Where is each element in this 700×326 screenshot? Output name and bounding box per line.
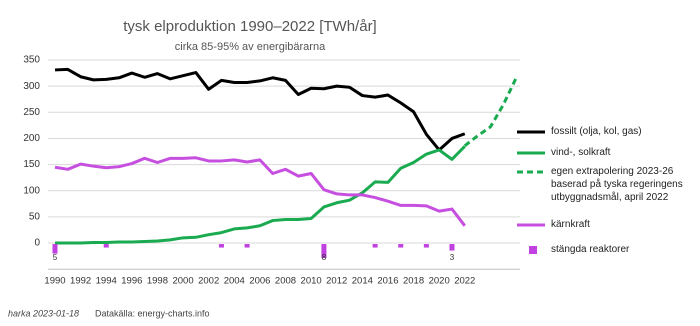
x-tick-label: 2006 xyxy=(249,276,270,287)
x-tick-label: 2018 xyxy=(403,276,424,287)
x-tick-label: 2022 xyxy=(454,276,475,287)
y-tick-label: 250 xyxy=(23,107,40,118)
y-tick-label: 0 xyxy=(34,238,40,249)
x-tick-label: 1996 xyxy=(121,276,142,287)
x-tick-label: 1992 xyxy=(70,276,91,287)
reactor-label: 5 xyxy=(53,253,58,262)
reactor-bar xyxy=(244,244,250,248)
y-tick-label: 100 xyxy=(23,185,40,196)
y-tick-label: 300 xyxy=(23,81,40,92)
series-line xyxy=(54,67,466,152)
reactor-label: 3 xyxy=(450,253,455,262)
chart-title: tysk elproduktion 1990–2022 [TWh/år] xyxy=(123,18,376,35)
reactor-bar xyxy=(398,244,404,248)
legend-label: egen extrapolering 2023-26 baserad på ty… xyxy=(551,166,683,203)
reactor-bar xyxy=(218,244,224,248)
x-tick-label: 1990 xyxy=(44,276,65,287)
x-tick-label: 2012 xyxy=(326,276,347,287)
reactor-bar xyxy=(103,244,109,248)
legend-swatch xyxy=(529,246,537,254)
x-tick-label: 2004 xyxy=(224,276,245,287)
x-tick-label: 2014 xyxy=(352,276,373,287)
series-line xyxy=(55,145,466,245)
x-tick-label: 2000 xyxy=(172,276,193,287)
y-tick-label: 150 xyxy=(23,159,40,170)
x-tick-label: 1998 xyxy=(147,276,168,287)
legend-label: stängda reaktorer xyxy=(551,244,630,255)
legend-label: fossilt (olja, kol, gas) xyxy=(551,126,642,137)
reactor-label: 8 xyxy=(322,253,327,262)
reactor-bar xyxy=(372,244,378,248)
y-tick-label: 200 xyxy=(23,133,40,144)
x-tick-label: 2008 xyxy=(275,276,296,287)
footer-source: Datakälla: energy-charts.info xyxy=(95,308,210,318)
reactor-bar xyxy=(52,244,58,254)
legend-label: kärnkraft xyxy=(551,219,590,230)
y-tick-label: 50 xyxy=(29,212,41,223)
reactor-bar xyxy=(449,244,455,251)
chart-subtitle: cirka 85-95% av energibärarna xyxy=(175,41,326,53)
reactor-bar xyxy=(321,244,327,259)
x-tick-label: 2020 xyxy=(429,276,450,287)
legend-label: vind-, solkraft xyxy=(551,147,611,158)
y-tick-label: 350 xyxy=(23,55,40,66)
x-tick-label: 2010 xyxy=(301,276,322,287)
x-tick-label: 2016 xyxy=(377,276,398,287)
footer-author: harka 2023-01-18 xyxy=(8,308,79,318)
x-tick-label: 2002 xyxy=(198,276,219,287)
reactor-bar xyxy=(423,244,429,248)
series-line xyxy=(463,77,518,147)
series-line xyxy=(54,156,466,227)
x-tick-label: 1994 xyxy=(96,276,117,287)
